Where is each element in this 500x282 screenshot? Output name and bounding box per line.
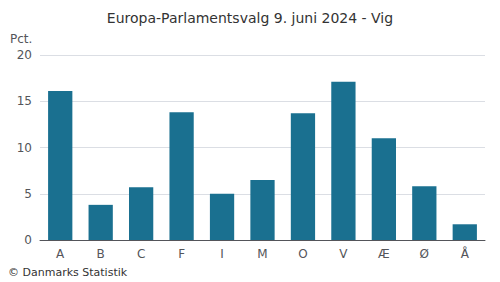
svg-text:A: A [56,247,65,261]
svg-text:B: B [97,247,105,261]
svg-text:Æ: Æ [378,247,390,261]
svg-text:O: O [298,247,307,261]
svg-text:C: C [137,247,145,261]
svg-text:20: 20 [17,48,32,62]
svg-text:M: M [257,247,267,261]
svg-text:15: 15 [17,94,32,108]
svg-text:10: 10 [17,141,32,155]
svg-text:Pct.: Pct. [10,32,32,46]
svg-text:Å: Å [461,246,470,261]
svg-text:V: V [339,247,348,261]
svg-text:© Danmarks Statistik: © Danmarks Statistik [8,266,128,279]
svg-text:0: 0 [24,233,32,247]
svg-text:Europa-Parlamentsvalg 9. juni: Europa-Parlamentsvalg 9. juni 2024 - Vig [107,10,393,26]
svg-text:5: 5 [24,187,32,201]
svg-text:Ø: Ø [420,247,429,261]
svg-text:I: I [220,247,224,261]
svg-text:F: F [178,247,185,261]
